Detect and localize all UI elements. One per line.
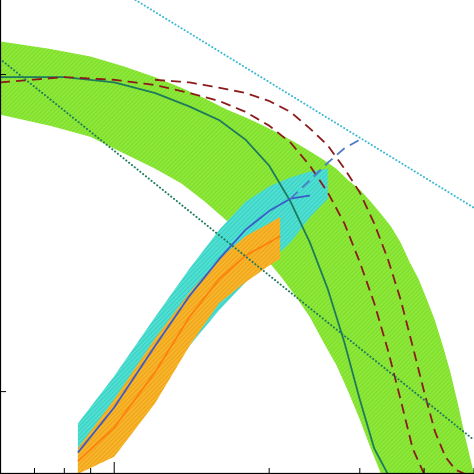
band-series-3 (77, 217, 281, 474)
line-series-7 (0, 58, 474, 441)
line-series-1 (0, 76, 389, 474)
line-series-5 (289, 138, 361, 200)
line-series-2 (0, 76, 425, 474)
line-series-8 (134, 0, 474, 209)
band-series-1 (0, 41, 474, 474)
line-series-4 (77, 194, 311, 454)
line-series-6 (77, 235, 281, 462)
line-series-3 (154, 78, 474, 474)
